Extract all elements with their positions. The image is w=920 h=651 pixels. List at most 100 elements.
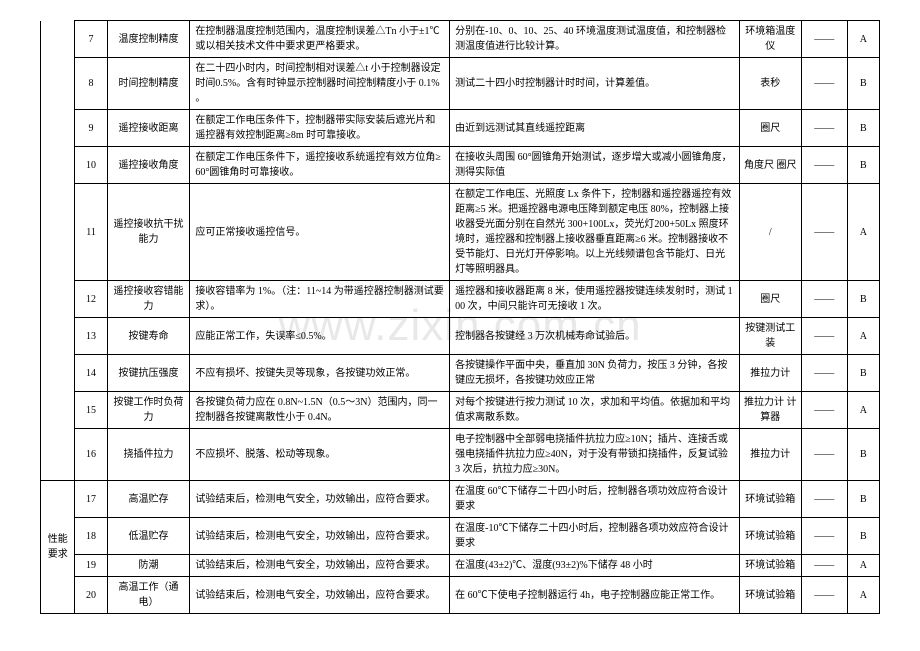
cell-grade: A [847, 184, 879, 281]
cell-req: 各按键负荷力应在 0.8N~1.5N（0.5～3N）范围内，同一控制器各按键离散… [190, 392, 450, 429]
cell-name: 遥控接收容错能力 [107, 281, 190, 318]
cell-req: 不应损坏、脱落、松动等现象。 [190, 429, 450, 481]
cell-num: 12 [75, 281, 107, 318]
cell-grade: B [847, 355, 879, 392]
cell-num: 10 [75, 147, 107, 184]
cell-name: 高温贮存 [107, 481, 190, 518]
cell-name: 遥控接收距离 [107, 110, 190, 147]
table-row: 性能要求17高温贮存试验结束后，检测电气安全，功效输出，应符合要求。在温度 60… [41, 481, 880, 518]
cell-dash: —— [801, 555, 847, 577]
cell-grade: B [847, 481, 879, 518]
cell-num: 14 [75, 355, 107, 392]
cell-name: 挠插件拉力 [107, 429, 190, 481]
table-row: 10遥控接收角度在额定工作电压条件下，遥控接收系统遥控有效方位角≥60°圆锥角时… [41, 147, 880, 184]
cell-method: 控制器各按键经 3 万次机械寿命试验后。 [450, 318, 740, 355]
cell-num: 15 [75, 392, 107, 429]
cell-grade: A [847, 21, 879, 58]
cell-tool: 环境试验箱 [739, 577, 801, 614]
cell-method: 在温度(43±2)℃、湿度(93±2)%下储存 48 小时 [450, 555, 740, 577]
cell-dash: —— [801, 147, 847, 184]
cell-req: 在额定工作电压条件下，控制器带实际安装后遮光片和遥控器有效控制距离≥8m 时可靠… [190, 110, 450, 147]
cell-method: 在接收头周围 60°圆锥角开始测试，逐步增大或减小圆锥角度，测得实际值 [450, 147, 740, 184]
cell-tool: 环境试验箱 [739, 481, 801, 518]
cell-req: 试验结束后，检测电气安全，功效输出，应符合要求。 [190, 518, 450, 555]
cell-name: 按键工作时负荷力 [107, 392, 190, 429]
cell-req: 不应有损坏、按键失灵等现象，各按键功效正常。 [190, 355, 450, 392]
cell-num: 9 [75, 110, 107, 147]
table-row: 15按键工作时负荷力各按键负荷力应在 0.8N~1.5N（0.5～3N）范围内，… [41, 392, 880, 429]
table-row: 7温度控制精度在控制器温度控制范围内，温度控制误差△Tn 小于±1℃或以相关技术… [41, 21, 880, 58]
cell-grade: B [847, 518, 879, 555]
cell-name: 遥控接收角度 [107, 147, 190, 184]
table-row: 14按键抗压强度不应有损坏、按键失灵等现象，各按键功效正常。各按键操作平面中央，… [41, 355, 880, 392]
cell-method: 在温度-10℃下储存二十四小时后，控制器各项功效应符合设计要求 [450, 518, 740, 555]
table-row: 11遥控接收抗干扰能力应可正常接收遥控信号。在额定工作电压、光照度 Lx 条件下… [41, 184, 880, 281]
cell-dash: —— [801, 21, 847, 58]
cell-num: 13 [75, 318, 107, 355]
table-row: 20高温工作（通电）试验结束后，检测电气安全，功效输出，应符合要求。在 60℃下… [41, 577, 880, 614]
cell-method: 分别在-10、0、10、25、40 环境温度测试温度值，和控制器检测温度值进行比… [450, 21, 740, 58]
table-row: 16挠插件拉力不应损坏、脱落、松动等现象。电子控制器中全部弱电挠插件抗拉力应≥1… [41, 429, 880, 481]
cell-method: 测试二十四小时控制器计时时间，计算差值。 [450, 58, 740, 110]
cell-tool: 角度尺 圈尺 [739, 147, 801, 184]
cell-req: 应可正常接收遥控信号。 [190, 184, 450, 281]
cell-num: 16 [75, 429, 107, 481]
cell-tool: 圈尺 [739, 281, 801, 318]
cell-name: 按键寿命 [107, 318, 190, 355]
cell-grade: A [847, 555, 879, 577]
cell-num: 8 [75, 58, 107, 110]
cell-req: 试验结束后，检测电气安全，功效输出，应符合要求。 [190, 577, 450, 614]
cell-req: 试验结束后，检测电气安全，功效输出，应符合要求。 [190, 555, 450, 577]
cell-tool: 按键测试工装 [739, 318, 801, 355]
cell-grade: B [847, 429, 879, 481]
cell-dash: —— [801, 429, 847, 481]
table-row: 12遥控接收容错能力接收容错率为 1%。（注：11~14 为带遥控器控制器测试要… [41, 281, 880, 318]
cell-category: 性能要求 [41, 481, 75, 614]
cell-dash: —— [801, 184, 847, 281]
cell-category-empty [41, 21, 75, 481]
cell-num: 19 [75, 555, 107, 577]
cell-tool: 环境试验箱 [739, 555, 801, 577]
cell-name: 温度控制精度 [107, 21, 190, 58]
cell-grade: A [847, 577, 879, 614]
cell-tool: / [739, 184, 801, 281]
cell-grade: B [847, 110, 879, 147]
cell-name: 时间控制精度 [107, 58, 190, 110]
spec-table: 7温度控制精度在控制器温度控制范围内，温度控制误差△Tn 小于±1℃或以相关技术… [40, 20, 880, 614]
cell-dash: —— [801, 110, 847, 147]
table-row: 18低温贮存试验结束后，检测电气安全，功效输出，应符合要求。在温度-10℃下储存… [41, 518, 880, 555]
cell-grade: A [847, 318, 879, 355]
cell-req: 接收容错率为 1%。（注：11~14 为带遥控器控制器测试要求）。 [190, 281, 450, 318]
table-row: 9遥控接收距离在额定工作电压条件下，控制器带实际安装后遮光片和遥控器有效控制距离… [41, 110, 880, 147]
cell-grade: B [847, 147, 879, 184]
cell-name: 高温工作（通电） [107, 577, 190, 614]
cell-method: 在 60℃下使电子控制器运行 4h，电子控制器应能正常工作。 [450, 577, 740, 614]
cell-num: 18 [75, 518, 107, 555]
cell-dash: —— [801, 577, 847, 614]
table-row: 13按键寿命应能正常工作，失误率≤0.5%。控制器各按键经 3 万次机械寿命试验… [41, 318, 880, 355]
cell-dash: —— [801, 481, 847, 518]
cell-req: 在额定工作电压条件下，遥控接收系统遥控有效方位角≥60°圆锥角时可靠接收。 [190, 147, 450, 184]
cell-dash: —— [801, 58, 847, 110]
cell-tool: 推拉力计 计算器 [739, 392, 801, 429]
cell-tool: 环境试验箱 [739, 518, 801, 555]
cell-tool: 表秒 [739, 58, 801, 110]
cell-num: 17 [75, 481, 107, 518]
cell-num: 11 [75, 184, 107, 281]
cell-req: 在二十四小时内，时间控制相对误差△t 小于控制器设定时间0.5%。含有时钟显示控… [190, 58, 450, 110]
cell-req: 应能正常工作，失误率≤0.5%。 [190, 318, 450, 355]
cell-method: 在温度 60℃下储存二十四小时后，控制器各项功效应符合设计要求 [450, 481, 740, 518]
cell-method: 在额定工作电压、光照度 Lx 条件下，控制器和遥控器遥控有效距离≥5 米。把遥控… [450, 184, 740, 281]
cell-grade: B [847, 58, 879, 110]
cell-req: 试验结束后，检测电气安全，功效输出，应符合要求。 [190, 481, 450, 518]
cell-dash: —— [801, 355, 847, 392]
cell-tool: 推拉力计 [739, 429, 801, 481]
cell-num: 7 [75, 21, 107, 58]
cell-dash: —— [801, 318, 847, 355]
cell-num: 20 [75, 577, 107, 614]
cell-tool: 环境箱温度仪 [739, 21, 801, 58]
cell-method: 各按键操作平面中央，垂直加 30N 负荷力，按压 3 分钟，各按键应无损坏，各按… [450, 355, 740, 392]
cell-name: 低温贮存 [107, 518, 190, 555]
cell-dash: —— [801, 281, 847, 318]
cell-dash: —— [801, 518, 847, 555]
